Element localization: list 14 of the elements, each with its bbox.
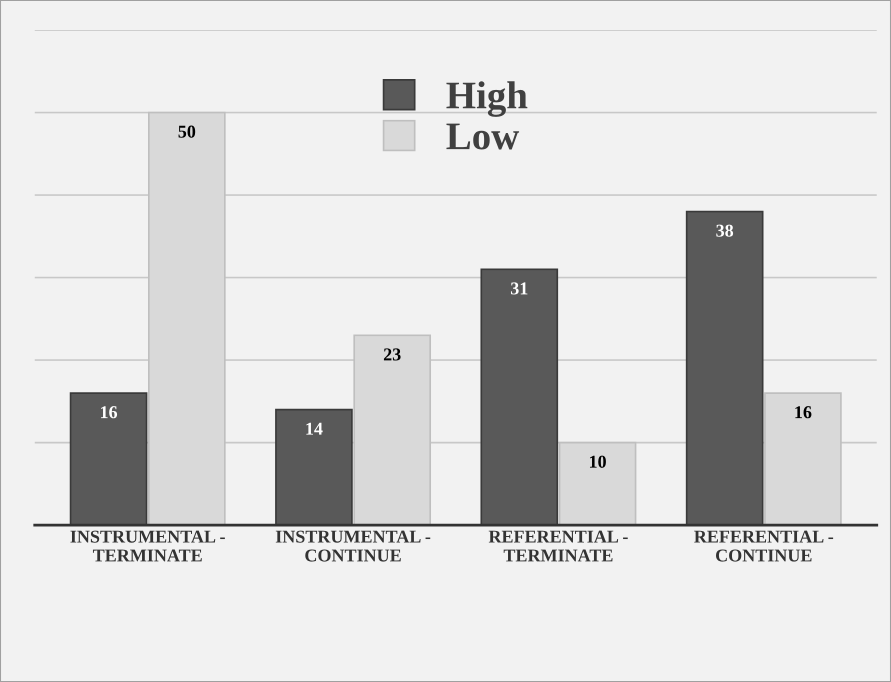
- data-label: 14: [306, 422, 323, 435]
- data-label: 31: [510, 282, 528, 295]
- legend-label: Low: [446, 124, 520, 150]
- data-label: 50: [178, 126, 196, 138]
- data-label: 16: [100, 406, 118, 418]
- legend-label: High: [446, 81, 528, 117]
- data-label: 38: [716, 224, 734, 237]
- x-tick-label: INSTRUMENTAL - TERMINATE: [70, 530, 225, 562]
- x-tick-label: INSTRUMENTAL - CONTINUE: [276, 530, 430, 562]
- data-label: 23: [384, 348, 401, 361]
- x-tick-label: REFERENTIAL - TERMINATE: [488, 530, 628, 562]
- x-tick-label: REFERENTIAL - CONTINUE: [694, 530, 834, 562]
- data-label: 10: [590, 456, 606, 468]
- data-label: 16: [795, 406, 812, 418]
